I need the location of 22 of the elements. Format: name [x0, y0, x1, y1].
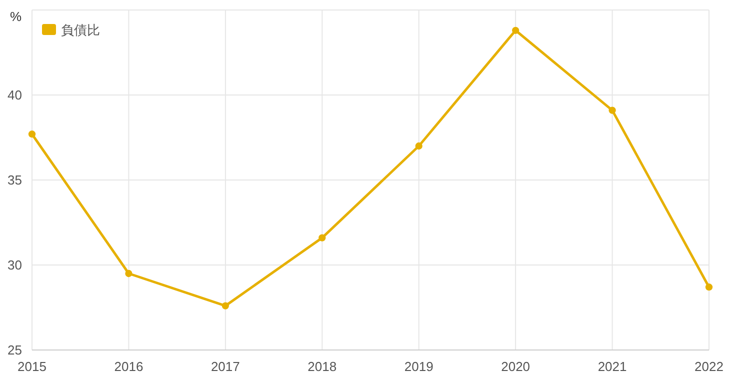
y-tick-label: 40 — [8, 88, 22, 103]
x-tick-label: 2020 — [501, 359, 530, 374]
x-tick-label: 2016 — [114, 359, 144, 374]
point — [318, 234, 326, 242]
x-tick-label: 2017 — [210, 359, 240, 374]
x-tick-label: 2021 — [598, 359, 627, 374]
point — [28, 130, 36, 138]
y-axis-title: % — [10, 9, 22, 24]
point — [222, 302, 229, 310]
y-tick-label: 25 — [8, 342, 22, 358]
legend-label: 負債比 — [61, 22, 100, 38]
y-tick-label: 30 — [8, 258, 22, 273]
x-tick-label: 2015 — [18, 359, 46, 374]
point — [125, 270, 132, 278]
x-tick-label: 2019 — [404, 359, 434, 374]
y-tick-label: 35 — [8, 172, 22, 188]
point — [608, 106, 616, 114]
x-tick-label: 2022 — [694, 359, 724, 374]
point — [705, 284, 713, 291]
x-tick-label: 2018 — [308, 359, 337, 374]
point — [415, 142, 422, 150]
point — [512, 26, 520, 34]
